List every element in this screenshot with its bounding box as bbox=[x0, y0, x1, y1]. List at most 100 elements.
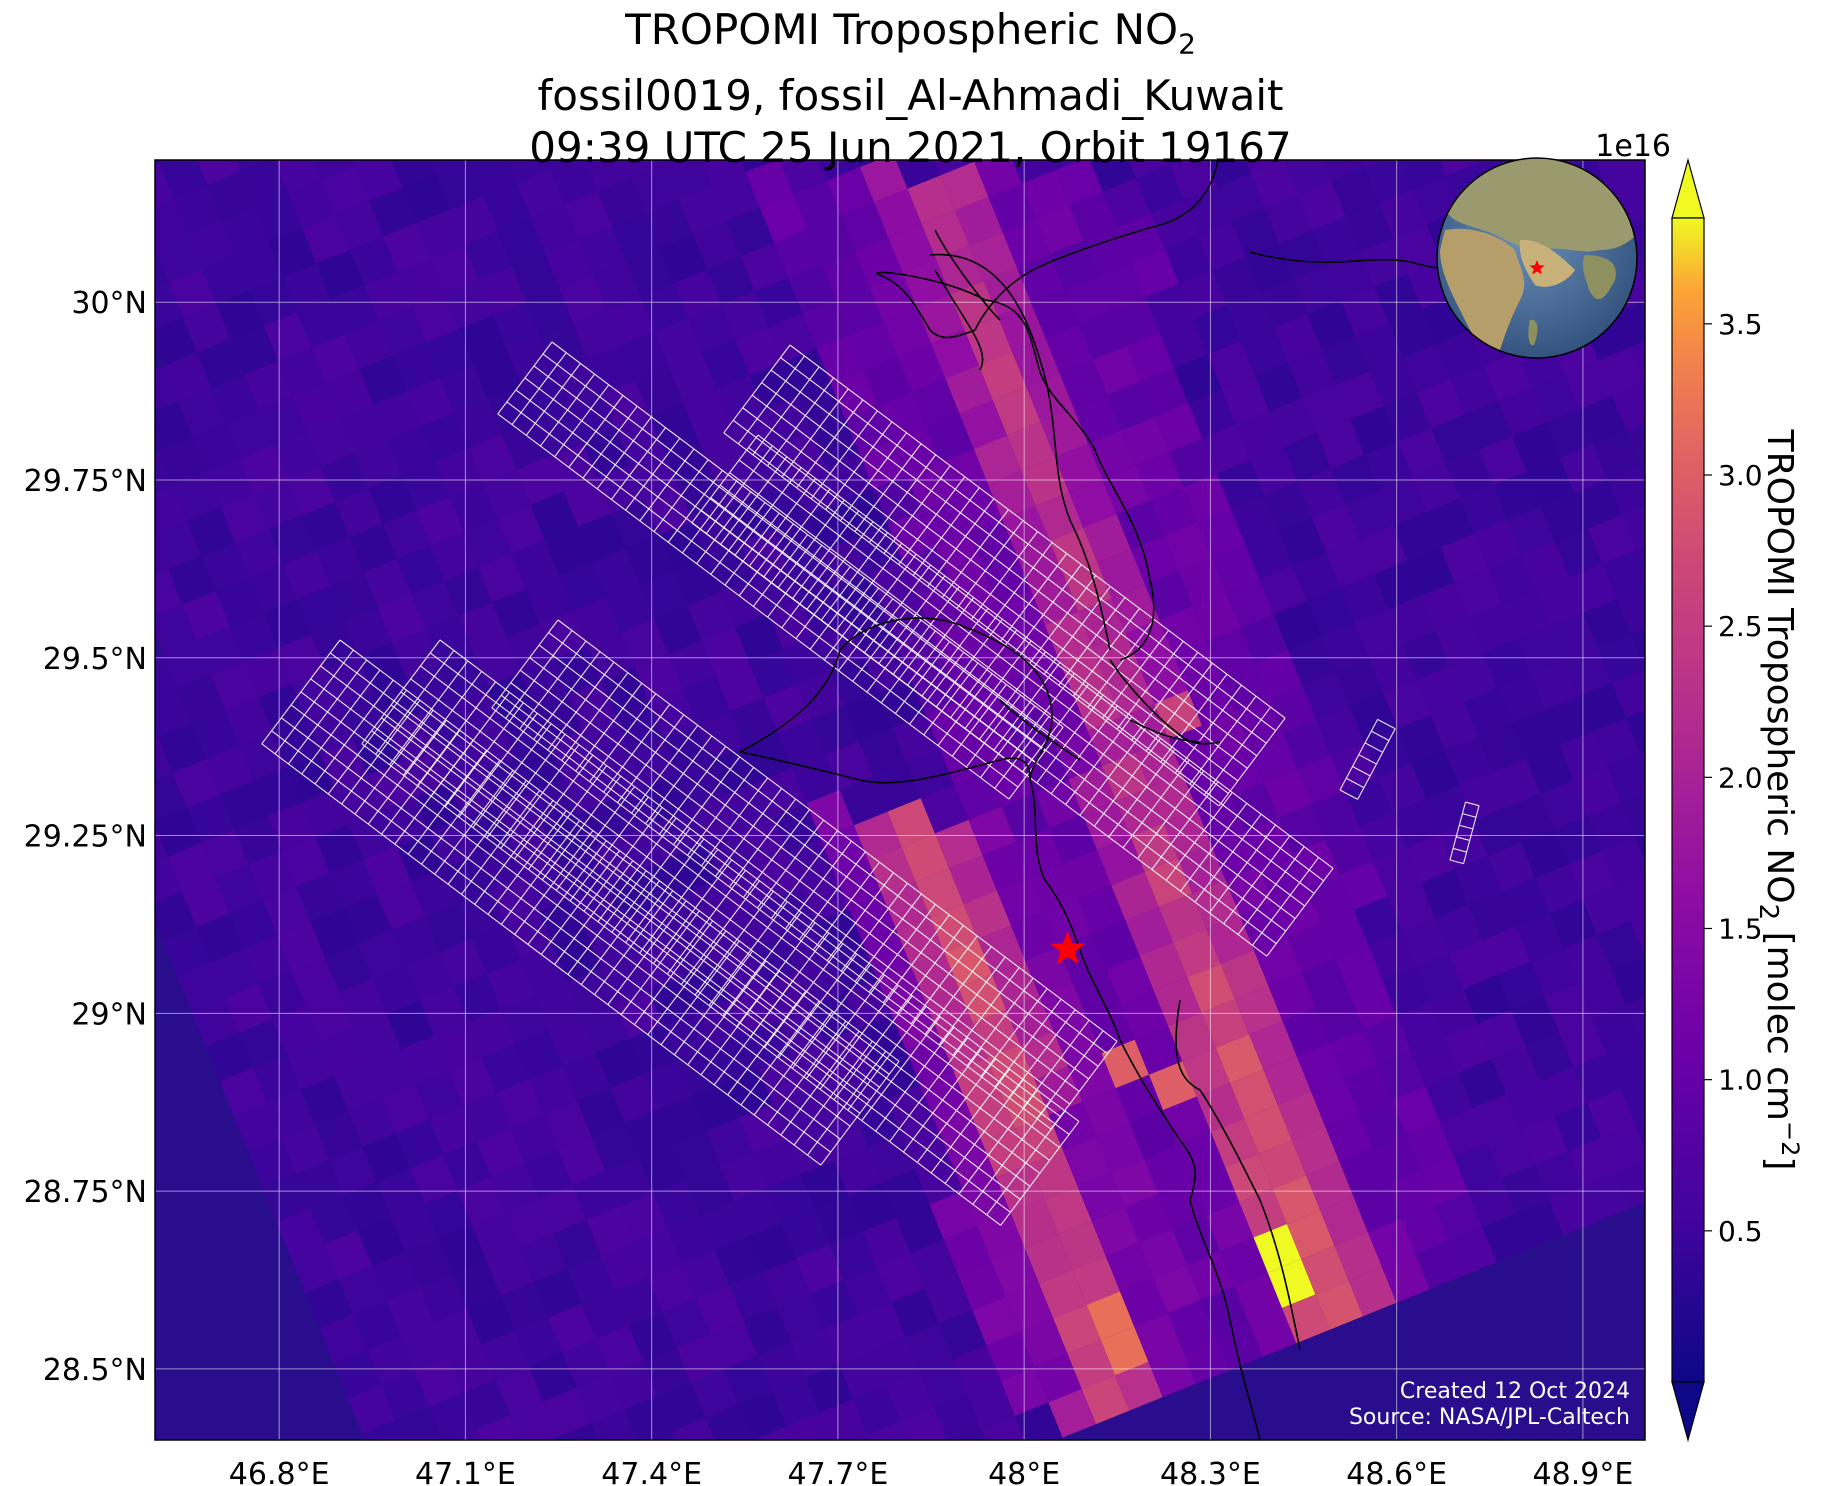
no2-pixel bbox=[316, 250, 365, 299]
no2-pixel bbox=[1578, 682, 1627, 732]
map-frame bbox=[154, 159, 1646, 1441]
no2-pixel bbox=[1358, 1099, 1407, 1149]
no2-pixel bbox=[215, 577, 264, 627]
no2-pixel bbox=[1182, 760, 1231, 810]
no2-pixel bbox=[668, 640, 717, 690]
no2-pixel bbox=[301, 502, 350, 551]
no2-pixel bbox=[701, 914, 749, 963]
no2-pixel bbox=[1121, 416, 1170, 466]
no2-pixel bbox=[587, 345, 636, 395]
no2-pixel bbox=[681, 1250, 730, 1299]
no2-pixel bbox=[720, 1152, 768, 1202]
no2-pixel bbox=[891, 1288, 939, 1338]
no2-pixel bbox=[1587, 1089, 1635, 1138]
no2-pixel bbox=[1350, 406, 1398, 455]
no2-pixel bbox=[1183, 473, 1231, 523]
no2-pixel bbox=[1564, 360, 1613, 410]
no2-pixel bbox=[859, 160, 908, 203]
figure-title: TROPOMI Tropospheric NO2 fossil0019, fos… bbox=[0, 4, 1821, 174]
no2-pixel bbox=[864, 356, 912, 406]
no2-pixel bbox=[464, 231, 512, 281]
no2-pixel bbox=[187, 220, 236, 269]
no2-pixel bbox=[549, 1436, 559, 1440]
no2-pixel bbox=[944, 939, 992, 988]
no2-pixel bbox=[1264, 194, 1313, 244]
no2-pixel bbox=[1125, 619, 1174, 669]
no2-pixel bbox=[1354, 896, 1402, 946]
no2-pixel bbox=[1210, 1118, 1259, 1167]
no2-pixel bbox=[1307, 300, 1356, 350]
no2-pixel bbox=[1164, 235, 1213, 284]
no2-pixel bbox=[910, 1239, 959, 1289]
no2-pixel bbox=[539, 610, 588, 660]
no2-pixel bbox=[1373, 560, 1422, 610]
no2-pixel bbox=[1244, 1104, 1292, 1154]
no2-pixel bbox=[182, 591, 231, 640]
no2-pixel bbox=[239, 732, 287, 781]
no2-pixel bbox=[1221, 376, 1270, 425]
no2-pixel bbox=[577, 1087, 625, 1137]
no2-pixel bbox=[1339, 1148, 1388, 1197]
no2-pixel bbox=[658, 1095, 706, 1145]
no2-pixel bbox=[934, 1394, 982, 1440]
no2-pixel bbox=[1331, 455, 1379, 504]
no2-pixel bbox=[211, 374, 260, 424]
no2-pixel bbox=[650, 1431, 676, 1440]
no2-pixel bbox=[624, 1109, 673, 1158]
no2-pixel bbox=[1559, 444, 1608, 494]
no2-pixel bbox=[578, 226, 627, 275]
no2-pixel bbox=[155, 772, 187, 821]
no2-pixel bbox=[1620, 1079, 1645, 1125]
no2-pixel bbox=[1140, 655, 1188, 704]
no2-pixel bbox=[506, 911, 554, 960]
no2-pixel bbox=[686, 1166, 735, 1215]
no2-pixel bbox=[691, 1369, 739, 1418]
no2-pixel bbox=[1083, 514, 1131, 563]
no2-pixel bbox=[1425, 785, 1474, 835]
no2-pixel bbox=[510, 1114, 558, 1164]
no2-pixel bbox=[1582, 1173, 1630, 1222]
no2-pixel bbox=[1387, 883, 1436, 932]
no2-pixel bbox=[853, 1434, 870, 1440]
no2-pixel bbox=[673, 556, 721, 606]
no2-pixel bbox=[1268, 972, 1316, 1021]
no2-pixel bbox=[1502, 590, 1550, 640]
no2-pixel bbox=[1031, 289, 1079, 338]
no2-pixel bbox=[882, 882, 931, 931]
no2-pixel bbox=[1287, 636, 1336, 686]
no2-pixel bbox=[829, 1231, 878, 1281]
no2-pixel bbox=[972, 1009, 1021, 1059]
no2-pixel bbox=[196, 913, 244, 963]
no2-pixel bbox=[206, 458, 255, 508]
no2-pixel bbox=[958, 1261, 1006, 1311]
no2-pixel bbox=[173, 472, 221, 521]
no2-pixel bbox=[1368, 931, 1416, 981]
no2-pixel bbox=[625, 535, 674, 584]
no2-pixel bbox=[1363, 1015, 1412, 1065]
no2-pixel bbox=[230, 325, 279, 375]
no2-pixel bbox=[938, 1310, 987, 1359]
no2-pixel bbox=[587, 919, 635, 969]
no2-pixel bbox=[843, 1266, 892, 1316]
no2-pixel bbox=[1158, 893, 1207, 943]
no2-pixel bbox=[1378, 476, 1427, 526]
no2-pixel bbox=[435, 448, 483, 497]
no2-pixel bbox=[696, 711, 745, 760]
no2-pixel bbox=[1234, 1272, 1282, 1322]
no2-pixel bbox=[344, 607, 393, 657]
no2-pixel bbox=[230, 612, 278, 662]
no2-pixel bbox=[1149, 1061, 1197, 1111]
no2-pixel bbox=[596, 1038, 644, 1088]
no2-pixel bbox=[1101, 752, 1150, 802]
no2-pixel bbox=[1101, 1039, 1149, 1089]
no2-pixel bbox=[330, 285, 379, 335]
no2-pixel bbox=[377, 881, 425, 930]
no2-pixel bbox=[1612, 382, 1645, 431]
no2-pixel bbox=[1344, 777, 1393, 826]
no2-pixel bbox=[1574, 479, 1622, 529]
no2-pixel bbox=[1097, 836, 1145, 886]
no2-pixel bbox=[664, 437, 712, 487]
plume-track bbox=[691, 434, 1334, 957]
no2-pixel bbox=[1173, 928, 1221, 978]
no2-pixel bbox=[716, 662, 764, 712]
